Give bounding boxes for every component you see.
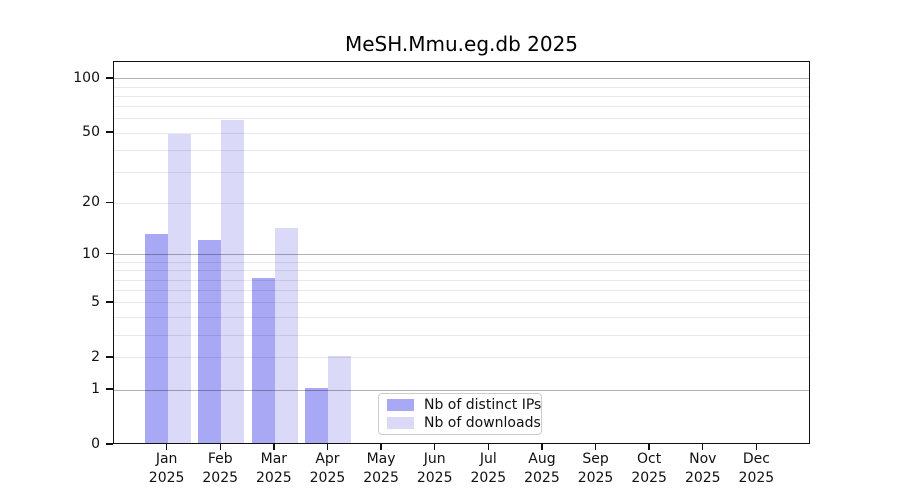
y-axis-tick [106, 443, 113, 445]
bar-distinct-ips [305, 388, 329, 443]
gridline-major [114, 389, 809, 391]
x-axis-tick [755, 444, 758, 450]
bar-distinct-ips [198, 239, 222, 443]
month-label: Oct 2025 [631, 451, 667, 486]
y-axis-tick [106, 201, 113, 204]
y-axis-tick-label: 5 [91, 293, 100, 310]
x-axis-tick [219, 444, 221, 450]
plot-area [113, 61, 810, 444]
x-axis-tick [273, 444, 275, 450]
legend-entry-distinct-ips: Nb of distinct IPs [387, 396, 542, 413]
bar-downloads [167, 134, 191, 443]
gridline-minor [114, 302, 809, 304]
legend-label-downloads: Nb of downloads [424, 414, 541, 431]
gridline-minor [114, 202, 809, 204]
legend-swatch-downloads [387, 417, 414, 429]
gridline-minor [114, 357, 809, 359]
y-axis-tick-label: 10 [82, 245, 100, 262]
month-label: Aug 2025 [524, 451, 560, 486]
y-axis-tick-label: 50 [82, 124, 100, 141]
month-label: Mar 2025 [256, 451, 292, 486]
y-axis-tick [106, 77, 113, 79]
y-axis-tick [106, 301, 113, 303]
y-axis-tick-label: 0 [91, 436, 100, 452]
x-axis-tick [541, 444, 543, 450]
bar-distinct-ips [251, 278, 275, 443]
gridline-minor [114, 172, 809, 174]
gridline-minor [114, 334, 809, 336]
gridline-minor [114, 290, 809, 292]
y-axis-tick-label: 2 [91, 348, 100, 365]
gridline-minor [114, 270, 809, 272]
x-axis-tick [165, 444, 168, 450]
month-label: Feb 2025 [202, 451, 239, 486]
gridline-minor [114, 86, 809, 88]
gridline-major [114, 254, 809, 256]
month-label: Apr 2025 [309, 451, 346, 486]
legend-entry-downloads: Nb of downloads [387, 414, 541, 431]
legend-label-distinct-ips: Nb of distinct IPs [424, 396, 542, 413]
y-axis-tick [106, 388, 113, 390]
month-label: Jul 2025 [470, 451, 507, 486]
month-label: Jun 2025 [416, 451, 453, 486]
x-axis-tick [326, 444, 329, 450]
month-label: Jan 2025 [148, 451, 185, 486]
x-axis-tick [702, 444, 704, 450]
y-axis-tick-label: 100 [73, 69, 100, 86]
month-label: Dec 2025 [738, 451, 775, 486]
gridline-minor [114, 279, 809, 281]
month-label: Sep 2025 [577, 451, 614, 486]
x-axis-tick [380, 444, 382, 450]
y-axis-tick-label: 1 [91, 381, 100, 398]
gridline-minor [114, 118, 809, 120]
bar-downloads [274, 228, 298, 443]
chart-title: MeSH.Mmu.eg.db 2025 [344, 32, 579, 56]
bar-distinct-ips [144, 233, 168, 443]
bar-downloads [221, 119, 245, 443]
gridline-major [114, 78, 809, 80]
x-axis-tick [433, 444, 436, 450]
gridline-minor [114, 261, 809, 263]
y-axis-tick [106, 356, 113, 358]
legend-swatch-distinct-ips [387, 399, 414, 411]
legend: Nb of distinct IPs Nb of downloads [378, 393, 542, 435]
y-axis-tick [106, 131, 113, 133]
x-axis-tick [594, 444, 597, 450]
month-label: May 2025 [363, 451, 399, 486]
y-axis-tick [106, 253, 113, 255]
gridline-minor [114, 95, 809, 97]
gridline-minor [114, 106, 809, 108]
month-label: Nov 2025 [684, 451, 721, 486]
x-axis-tick [487, 444, 489, 450]
bar-downloads [328, 355, 352, 443]
y-axis-tick-label: 20 [82, 194, 100, 211]
gridline-minor [114, 149, 809, 151]
gridline-minor [114, 316, 809, 318]
x-axis-tick [648, 444, 650, 450]
gridline-minor [114, 132, 809, 134]
